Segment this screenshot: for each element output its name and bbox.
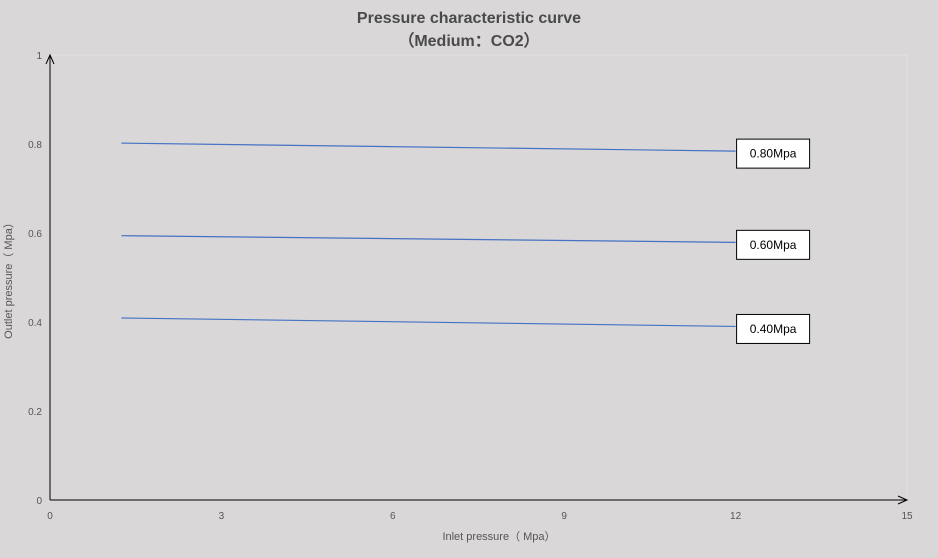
series-line (121, 235, 736, 243)
data-label-text: 0.60Mpa (750, 238, 797, 252)
data-label: 0.60Mpa (736, 229, 811, 260)
x-tick-label: 6 (390, 511, 396, 522)
y-tick-label: 0.8 (28, 140, 42, 151)
chart-subtitle: （Medium：CO2） (398, 32, 539, 50)
y-tick-label: 1 (36, 51, 42, 62)
series-line (121, 317, 736, 328)
axes (45, 53, 909, 505)
y-tick-label: 0.4 (28, 318, 42, 329)
data-label: 0.40Mpa (736, 313, 811, 344)
x-tick-label: 15 (901, 511, 913, 522)
series-lines (121, 142, 736, 328)
y-tick-label: 0 (36, 496, 42, 507)
y-tick-label: 0.2 (28, 407, 42, 418)
tick-labels: 0 3 6 9 12 15 0 0.2 0.4 0.6 0.8 1 (28, 51, 913, 522)
y-tick-label: 0.6 (28, 229, 42, 240)
x-tick-label: 12 (730, 511, 742, 522)
series-line (121, 142, 736, 152)
data-label-text: 0.40Mpa (750, 322, 797, 336)
series-labels: 0.80Mpa 0.60Mpa 0.40Mpa (736, 138, 811, 344)
data-label-box (736, 138, 811, 169)
x-axis-label: Inlet pressure（ Mpa） (442, 530, 555, 543)
x-tick-label: 9 (561, 511, 567, 522)
chart-title: Pressure characteristic curve (357, 10, 581, 27)
x-axis-arrow (897, 495, 909, 505)
data-label: 0.80Mpa (736, 138, 811, 169)
y-axis-arrow (45, 53, 55, 65)
x-tick-label: 3 (219, 511, 225, 522)
x-tick-label: 0 (47, 511, 53, 522)
plot-area (49, 54, 908, 501)
y-axis-label: Outlet pressure（ Mpa） (2, 217, 15, 339)
data-label-box (736, 313, 811, 344)
data-label-text: 0.80Mpa (750, 147, 797, 161)
data-label-box (736, 229, 811, 260)
